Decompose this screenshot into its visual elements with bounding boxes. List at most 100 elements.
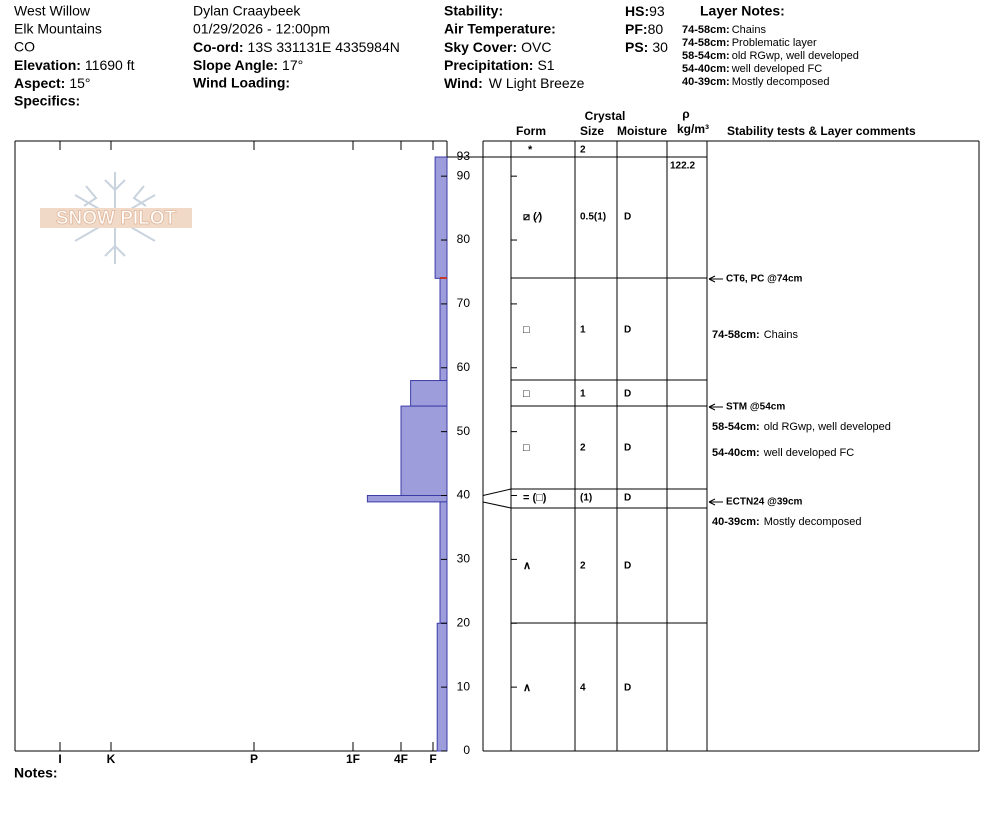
comment-range: 58-54cm: xyxy=(712,421,760,433)
hardness-label: 1F xyxy=(346,752,360,766)
table-rows: * 2 ⧄ (⁄) 0.5(1) D □ 1 D □ 1 D □ 2 D = (□) (1) D ∧ 2 D ∧ 4 D xyxy=(523,144,631,694)
size: 1 xyxy=(580,325,586,336)
hardness-bar xyxy=(439,277,448,382)
label: PS: xyxy=(625,39,648,55)
layer-notes-title: Layer Notes: xyxy=(700,3,785,19)
hardness-bars xyxy=(366,156,448,752)
hardness-label: K xyxy=(107,752,116,766)
hardness-label: 4F xyxy=(394,752,408,766)
coord: Co-ord: 13S 331131E 4335984N xyxy=(193,39,400,55)
depth-label: 30 xyxy=(457,552,471,566)
comment-text: well developed FC xyxy=(763,447,855,459)
label: Aspect: xyxy=(14,75,65,91)
header-rho: ρ xyxy=(682,107,689,121)
comments: CT6, PC @74cm STM @54cm ECTN24 @39cm 74-58c… xyxy=(708,274,891,528)
stability-test: ECTN24 @39cm xyxy=(726,497,803,508)
header-size: Size xyxy=(580,124,604,138)
comment-range: 40-39cm: xyxy=(712,516,760,528)
site: West Willow xyxy=(14,3,91,19)
layer-comment: 54-40cm: well developed FC xyxy=(712,447,854,459)
moisture: D xyxy=(624,443,631,454)
depth-label: 20 xyxy=(457,615,471,629)
value: 13S 331131E 4335984N xyxy=(248,39,400,55)
layer-note: 54-40cm: well developed FC xyxy=(682,63,822,75)
moisture: D xyxy=(624,683,631,694)
size: 2 xyxy=(580,443,586,454)
hardness-label: F xyxy=(429,752,436,766)
depth-label: 50 xyxy=(457,424,471,438)
stability: Stability: xyxy=(444,3,503,19)
layer-note: 74-58cm: Problematic layer xyxy=(682,37,817,49)
table-frame xyxy=(482,140,980,752)
depth-label: 0 xyxy=(463,743,470,757)
observer: Dylan Craaybeek xyxy=(193,3,301,19)
form: * xyxy=(528,144,533,156)
size: 2 xyxy=(580,561,586,572)
header-moisture: Moisture xyxy=(617,124,667,138)
size: 4 xyxy=(580,683,586,694)
form: □ xyxy=(523,324,530,336)
form: = (□) xyxy=(523,492,547,504)
hs: HS:93 xyxy=(625,3,665,19)
depth-label: 10 xyxy=(457,679,471,693)
logo-text: SNOW PILOT xyxy=(56,208,177,229)
label: HS: xyxy=(625,3,649,19)
header-crystal: Crystal xyxy=(585,109,626,123)
form: ⧄ (⁄) xyxy=(523,211,543,223)
value: 17° xyxy=(282,57,303,73)
slope-angle: Slope Angle: 17° xyxy=(193,57,303,73)
hardness-bar xyxy=(366,495,448,503)
size: 0.5(1) xyxy=(580,212,606,223)
depth-label: 70 xyxy=(457,296,471,310)
note-range: 58-54cm: xyxy=(682,50,730,62)
moisture: D xyxy=(624,212,631,223)
depth-label: 60 xyxy=(457,360,471,374)
note-text: well developed FC xyxy=(731,63,823,75)
comment-range: 74-58cm: xyxy=(712,329,760,341)
hardness-bar xyxy=(400,405,448,497)
aspect: Aspect: 15° xyxy=(14,75,91,91)
label: Elevation: xyxy=(14,57,81,73)
arrow xyxy=(708,275,723,283)
logo-band xyxy=(40,208,192,228)
wind-loading: Wind Loading: xyxy=(193,75,290,91)
note-text: old RGwp, well developed xyxy=(732,50,859,62)
moisture: D xyxy=(624,561,631,572)
stability-test: CT6, PC @74cm xyxy=(726,274,803,285)
note-range: 40-39cm: xyxy=(682,76,730,88)
layer-comment: 40-39cm: Mostly decomposed xyxy=(712,516,862,528)
form: □ xyxy=(523,442,530,454)
ps: PS: 30 xyxy=(625,39,668,55)
arrow xyxy=(708,403,723,411)
sky-cover: Sky Cover: OVC xyxy=(444,39,552,55)
comment-text: Chains xyxy=(764,329,799,341)
moisture: D xyxy=(624,389,631,400)
comment-text: Mostly decomposed xyxy=(764,516,862,528)
comment-text: old RGwp, well developed xyxy=(764,421,891,433)
header-density-unit: kg/m³ xyxy=(677,122,709,136)
layer-comment: 58-54cm: old RGwp, well developed xyxy=(712,421,891,433)
wind: Wind: W Light Breeze xyxy=(444,75,585,91)
depth-label: 80 xyxy=(457,232,471,246)
air-temperature: Air Temperature: xyxy=(444,21,556,37)
moisture: D xyxy=(624,325,631,336)
hardness-bar xyxy=(439,501,448,624)
note-text: Chains xyxy=(732,24,767,36)
notes: Notes: xyxy=(14,765,58,781)
size: (1) xyxy=(580,493,592,504)
comment-range: 54-40cm: xyxy=(712,447,760,459)
layer-note: 74-58cm: Chains xyxy=(682,24,766,36)
stability-test: STM @54cm xyxy=(726,402,785,413)
label: Co-ord: xyxy=(193,39,244,55)
arrow xyxy=(708,498,723,506)
value: 93 xyxy=(649,3,665,19)
label: Slope Angle: xyxy=(193,57,278,73)
label: PF: xyxy=(625,21,648,37)
depth-label: 90 xyxy=(457,168,471,182)
layer-note: 40-39cm: Mostly decomposed xyxy=(682,76,830,88)
elevation: Elevation: 11690 ft xyxy=(14,57,135,73)
state: CO xyxy=(14,39,35,55)
value: S1 xyxy=(537,57,554,73)
